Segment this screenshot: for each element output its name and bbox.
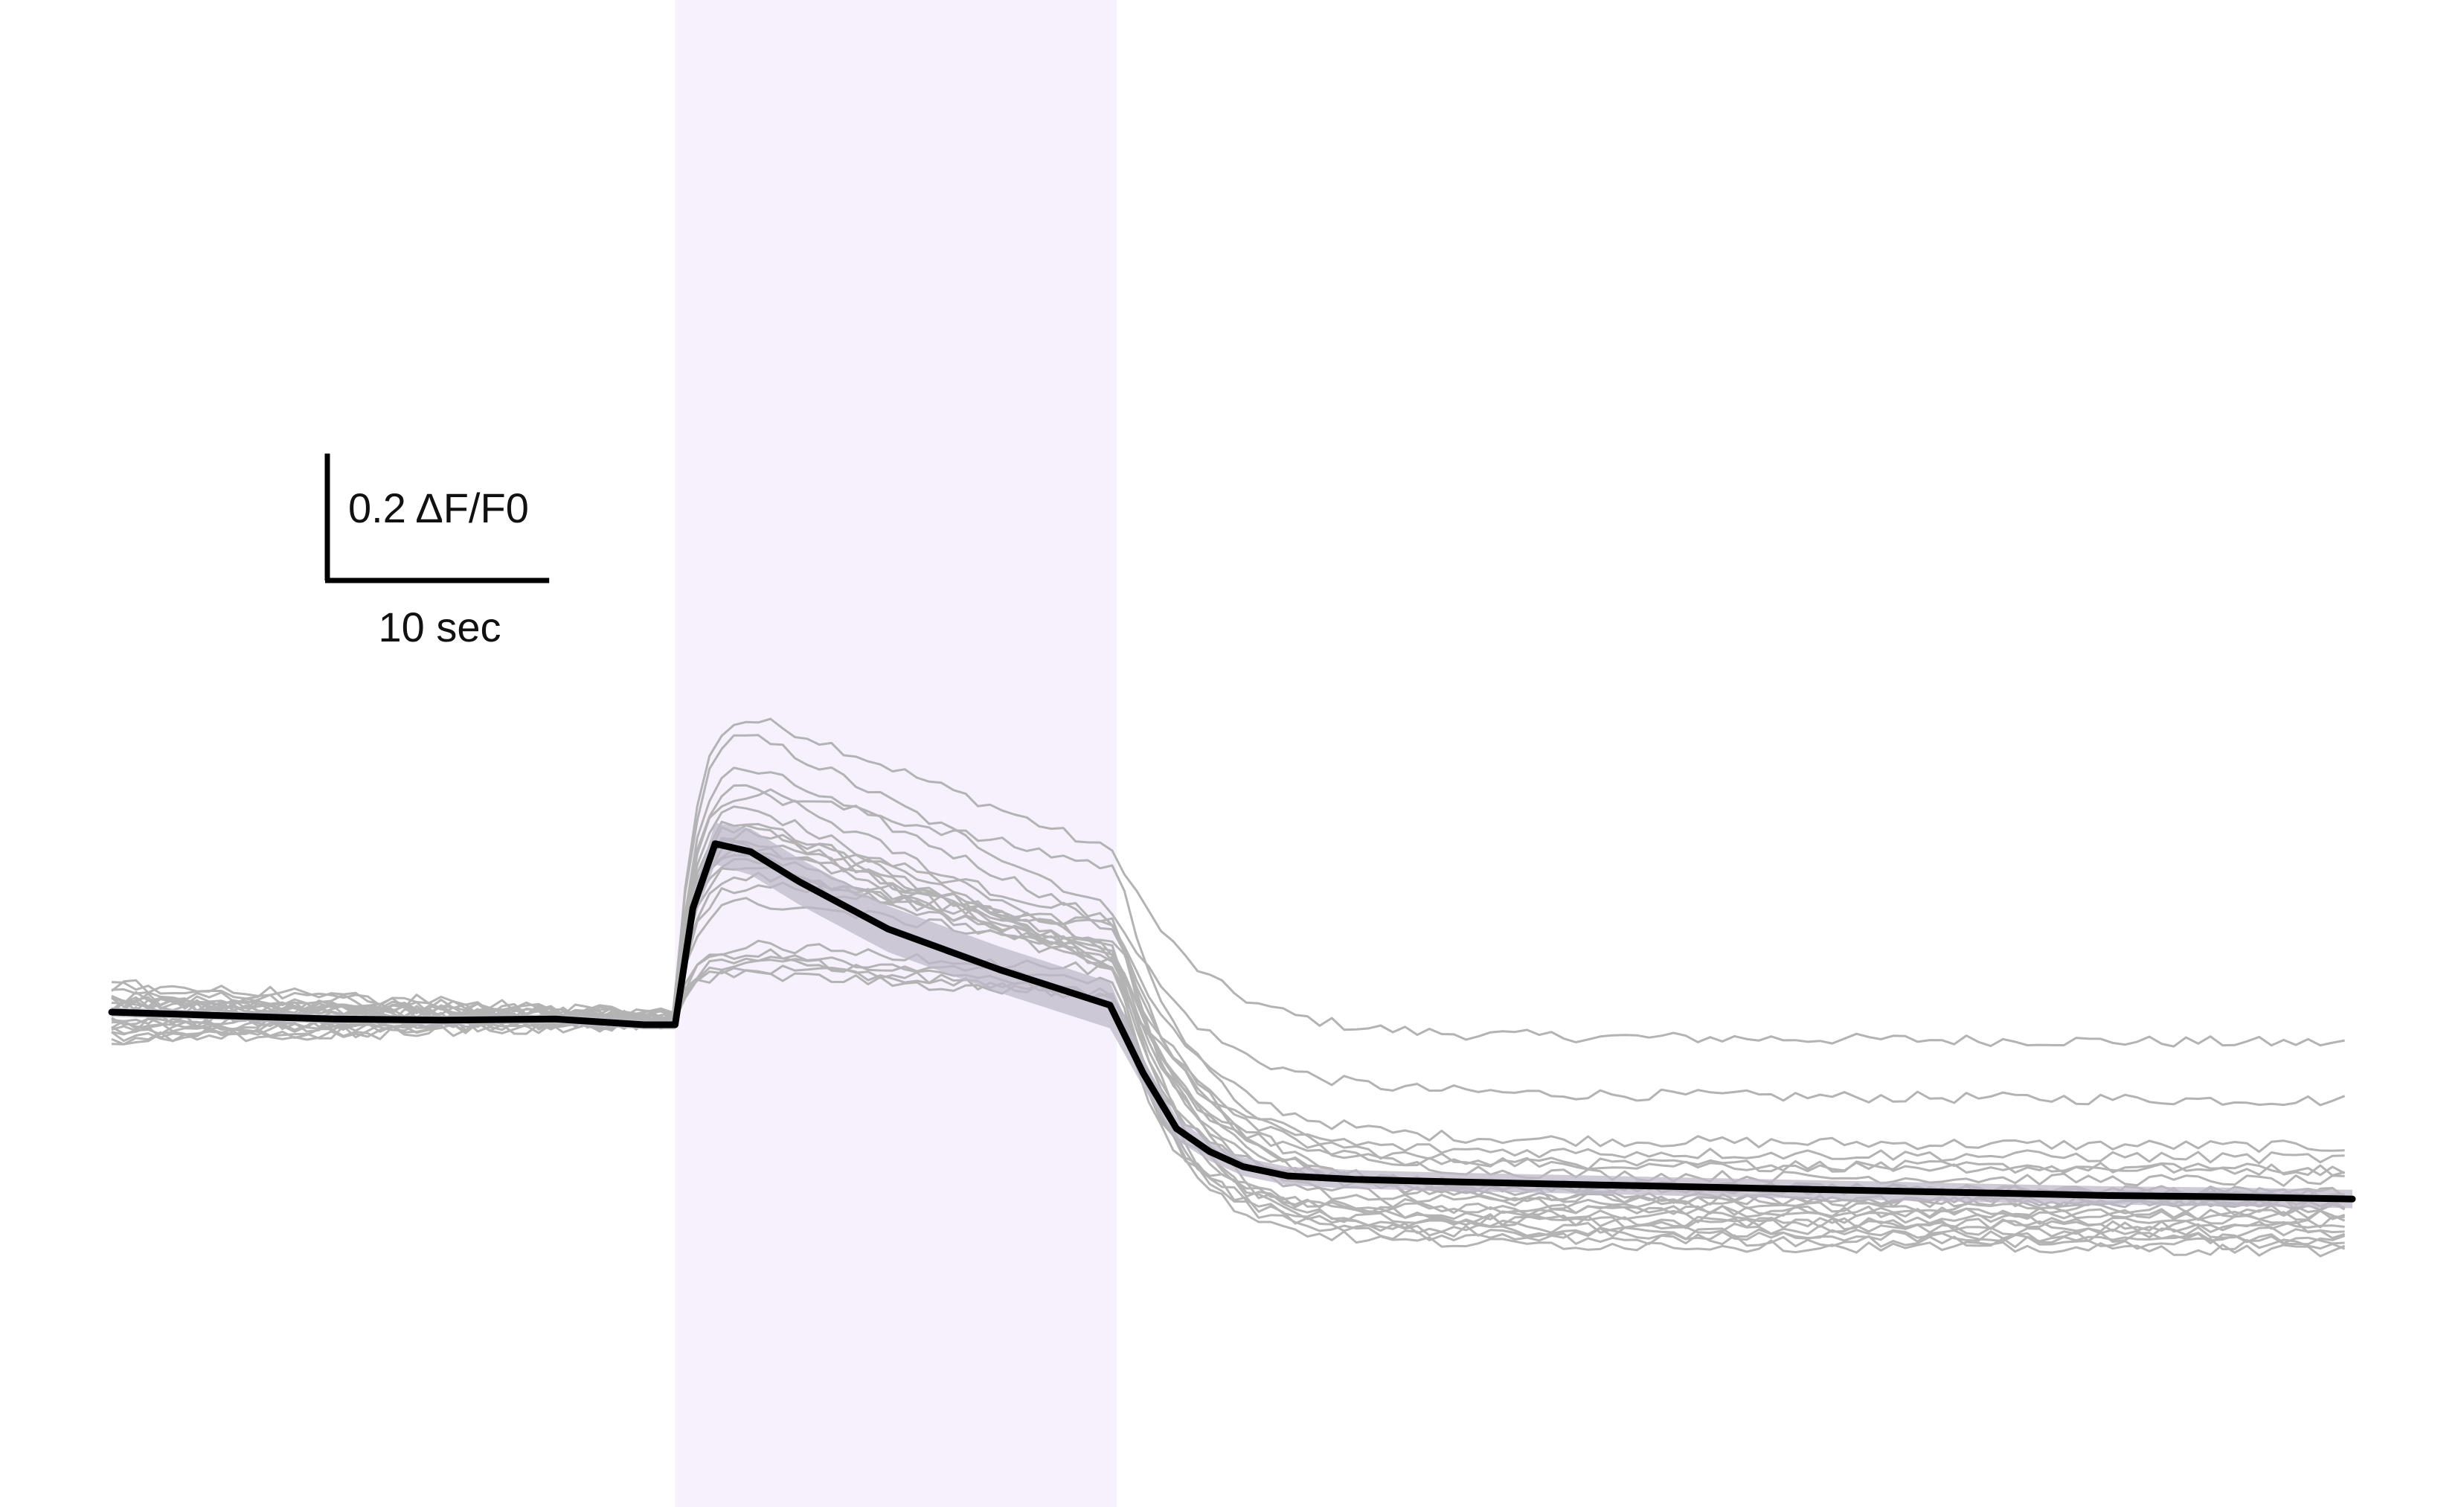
scale-bar-x-label: 10 sec [379,604,501,650]
individual-trace [111,857,2345,1229]
scale-bar-y-label: 0.2 ΔF/F0 [348,484,529,531]
individual-trace [111,958,2345,1234]
individual-trace [111,939,2346,1246]
individual-trace [111,948,2346,1251]
stimulus-period-shade [675,0,1117,1507]
mean-sem-band [112,822,2352,1209]
individual-trace [111,956,2346,1258]
individual-trace [111,839,2345,1217]
scale-bar: 0.2 ΔF/F0 10 sec [324,453,550,650]
mean-trace-line [108,840,2356,1203]
individual-traces [111,717,2346,1258]
